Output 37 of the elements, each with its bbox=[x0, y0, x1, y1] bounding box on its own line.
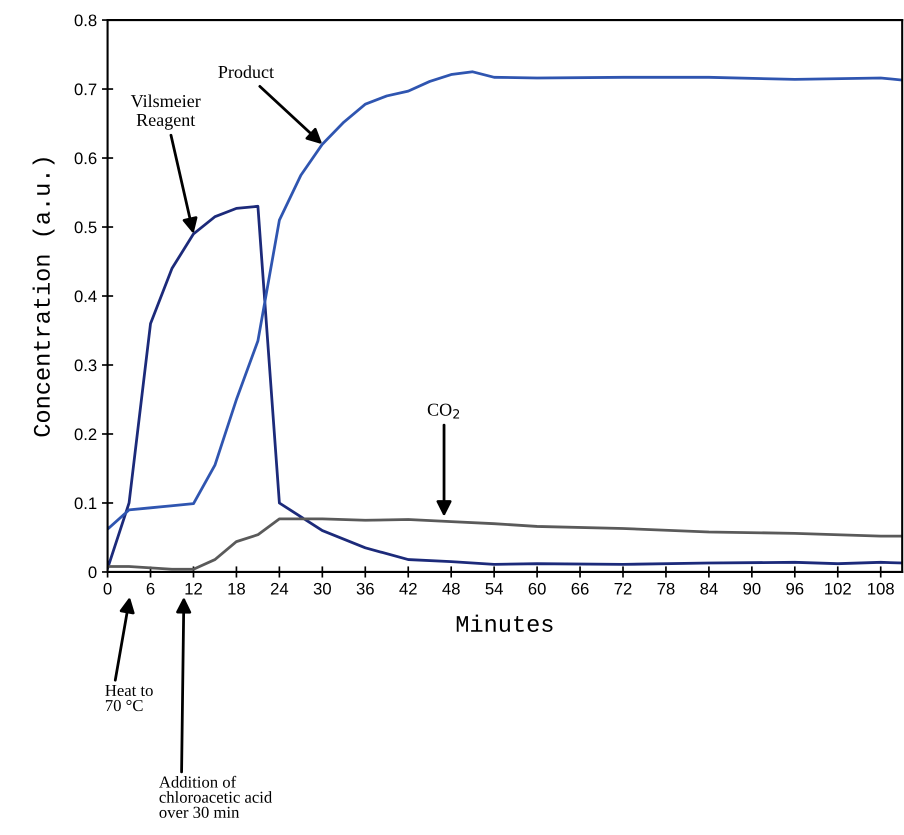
x-tick-label: 90 bbox=[743, 582, 760, 595]
annotation: CO$_{2}$ bbox=[428, 404, 460, 419]
x-tick-label: 54 bbox=[486, 583, 503, 595]
y-tick-label: 0.6 bbox=[74, 152, 96, 164]
y-tick-label: 0.8 bbox=[74, 14, 96, 26]
text: Addition of chloroacetic acid over 30 min bbox=[159, 776, 272, 818]
y-tick-label: 0.1 bbox=[74, 497, 96, 510]
y-axis-title: Concentration (a.u.) bbox=[32, 158, 55, 436]
x-tick-label: 6 bbox=[146, 582, 154, 595]
x-tick-label: 78 bbox=[658, 582, 674, 595]
y-tick-label: 0.7 bbox=[74, 83, 96, 96]
x-tick-label: 18 bbox=[228, 582, 245, 595]
x-tick-label: 42 bbox=[399, 582, 417, 594]
x-tick-label: 60 bbox=[528, 582, 546, 595]
x-tick-label: 12 bbox=[185, 582, 202, 594]
x-tick-label: 108 bbox=[868, 582, 894, 595]
x-tick-label: 96 bbox=[786, 582, 804, 595]
annotation: Product bbox=[218, 65, 274, 78]
x-tick-label: 84 bbox=[700, 582, 718, 595]
x-tick-label: 24 bbox=[270, 582, 288, 594]
line-series bbox=[108, 204, 902, 570]
y-tick-label: 0.2 bbox=[74, 428, 96, 440]
x-tick-label: 72 bbox=[614, 582, 632, 594]
text: Heat to 70 °C bbox=[105, 684, 153, 712]
x-axis-title: Minutes bbox=[456, 614, 553, 632]
x-tick-label: 102 bbox=[825, 582, 851, 595]
y-tick-label: 0.3 bbox=[74, 359, 96, 372]
x-tick-label: 36 bbox=[356, 582, 374, 595]
y-tick-label: 0.5 bbox=[74, 221, 96, 234]
y-tick-label: 0 bbox=[88, 566, 97, 578]
x-tick-label: 66 bbox=[572, 582, 589, 595]
annotation: Vilsmeier Reagent bbox=[130, 94, 201, 130]
x-tick-label: 0 bbox=[104, 582, 112, 595]
x-tick-label: 30 bbox=[314, 582, 331, 595]
x-tick-label: 48 bbox=[442, 582, 460, 595]
line-series bbox=[108, 517, 902, 571]
y-tick-label: 0.4 bbox=[74, 290, 97, 302]
